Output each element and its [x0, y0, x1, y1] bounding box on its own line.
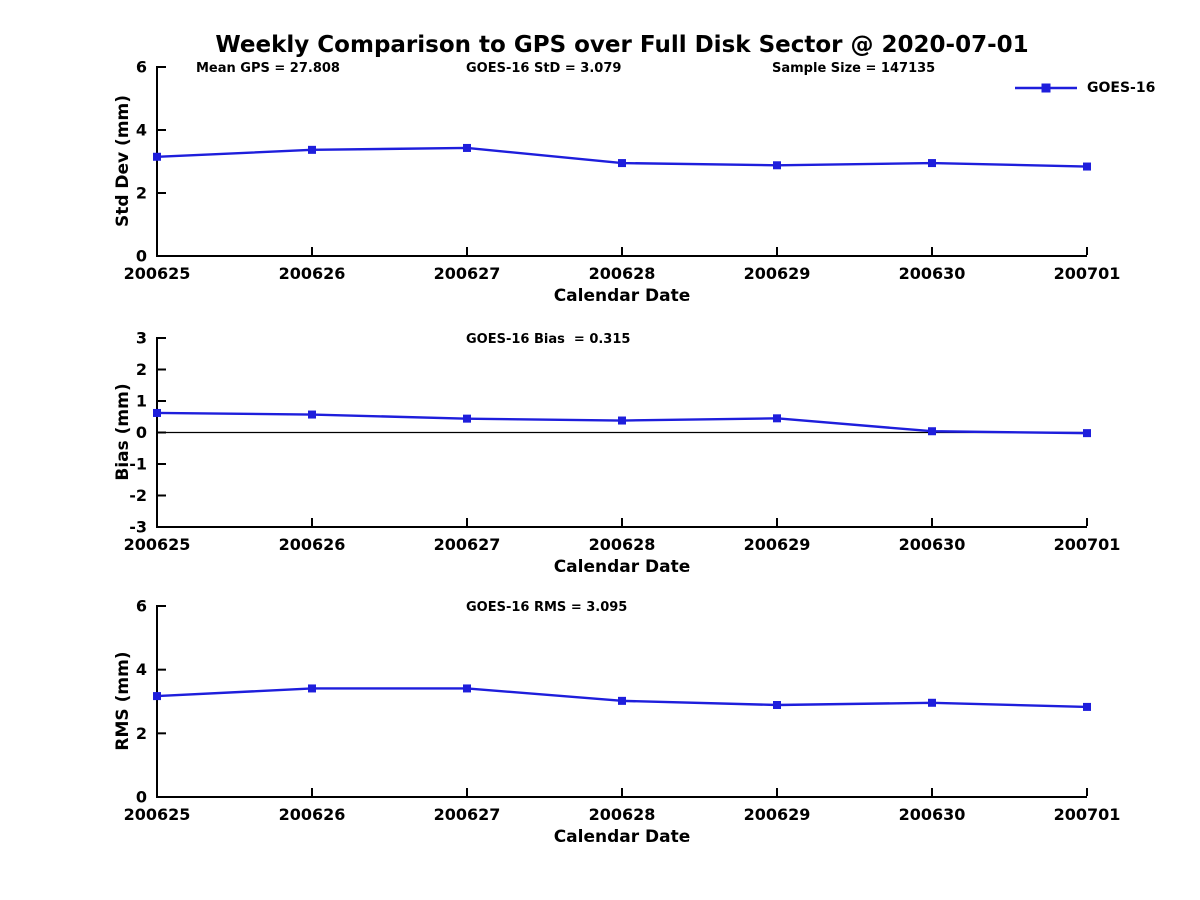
x-tick-label: 200701	[1054, 535, 1121, 554]
data-point-marker	[928, 427, 936, 436]
chart-bias: -3 -2 -1 0 1 2 3 200625 200626 200627 200628 200629…	[124, 329, 1121, 555]
annotation-goes16-bias: GOES-16 Bias = 0.315	[466, 332, 631, 347]
x-tick-label: 200627	[434, 264, 501, 283]
legend-marker	[1041, 83, 1051, 93]
data-point-marker	[463, 684, 471, 693]
chart-std-dev: 0 2 4 6 200625 200626 200627 200628 200629 200630…	[124, 58, 1121, 284]
legend-line-marker-icon	[1015, 83, 1077, 93]
x-tick-label: 200701	[1054, 805, 1121, 824]
axis-spines	[156, 66, 1087, 257]
x-tick-label: 200625	[124, 535, 191, 554]
data-point-marker	[308, 684, 316, 693]
x-tick-label: 200627	[434, 535, 501, 554]
y-tick-label: 0	[136, 788, 147, 807]
data-point-marker	[463, 414, 471, 423]
data-point-marker	[153, 692, 161, 701]
x-tick-label: 200630	[899, 264, 966, 283]
y-tick-label: 4	[136, 121, 147, 140]
chart-rms: 0 2 4 6 200625 200626 200627 200628 200629 200630…	[124, 597, 1121, 825]
annotation-goes16-std: GOES-16 StD = 3.079	[466, 61, 622, 76]
x-axis-label-3: Calendar Date	[553, 827, 691, 847]
data-point-marker	[1083, 702, 1091, 711]
x-tick-label: 200626	[279, 264, 346, 283]
x-tick-label: 200628	[589, 264, 656, 283]
y-tick-label: -1	[129, 455, 147, 474]
x-tick-label: 200701	[1054, 264, 1121, 283]
chart-title: Weekly Comparison to GPS over Full Disk …	[215, 32, 1029, 58]
x-tick-label: 200626	[279, 805, 346, 824]
axis-spines	[156, 605, 1087, 798]
data-point-marker	[773, 161, 781, 170]
data-point-marker	[928, 698, 936, 707]
x-tick-label: 200627	[434, 805, 501, 824]
data-point-marker	[618, 416, 626, 425]
x-tick-label: 200630	[899, 535, 966, 554]
x-tick-label: 200629	[744, 805, 811, 824]
y-tick-label: 2	[136, 184, 147, 203]
x-axis-label-1: Calendar Date	[553, 286, 691, 306]
data-point-marker	[773, 414, 781, 423]
annotation-mean-gps: Mean GPS = 27.808	[196, 61, 340, 76]
x-tick-label: 200630	[899, 805, 966, 824]
y-tick-label: 0	[136, 423, 147, 442]
annotation-sample-size: Sample Size = 147135	[772, 61, 936, 76]
y-tick-label: 1	[136, 392, 147, 411]
y-tick-label: 6	[136, 58, 147, 77]
y-axis-label-std-dev: Std Dev (mm)	[113, 94, 133, 228]
y-tick-label: 2	[136, 724, 147, 743]
y-axis-label-rms: RMS (mm)	[113, 651, 133, 751]
data-point-marker	[308, 410, 316, 419]
data-point-marker	[153, 152, 161, 161]
y-tick-label: 2	[136, 360, 147, 379]
data-point-marker	[773, 701, 781, 710]
x-tick-label: 200629	[744, 264, 811, 283]
y-tick-label: -3	[129, 518, 147, 537]
y-tick-label: -2	[129, 486, 147, 505]
data-point-marker	[618, 696, 626, 705]
legend: GOES-16	[1014, 80, 1155, 96]
x-tick-label: 200625	[124, 264, 191, 283]
y-tick-label: 0	[136, 247, 147, 266]
x-tick-label: 200628	[589, 535, 656, 554]
x-tick-label: 200626	[279, 535, 346, 554]
x-tick-label: 200625	[124, 805, 191, 824]
data-point-marker	[618, 159, 626, 168]
data-point-marker	[153, 408, 161, 417]
data-point-marker	[463, 143, 471, 152]
x-tick-label: 200629	[744, 535, 811, 554]
y-tick-label: 4	[136, 660, 147, 679]
y-tick-label: 6	[136, 597, 147, 616]
data-point-marker	[1083, 162, 1091, 171]
data-point-marker	[928, 159, 936, 168]
axis-spines	[156, 337, 1087, 528]
annotation-goes16-rms: GOES-16 RMS = 3.095	[466, 600, 628, 615]
data-point-marker	[1083, 429, 1091, 438]
legend-label: GOES-16	[1087, 80, 1156, 96]
x-axis-label-2: Calendar Date	[553, 557, 691, 577]
data-point-marker	[308, 145, 316, 154]
x-tick-label: 200628	[589, 805, 656, 824]
y-tick-label: 3	[136, 329, 147, 348]
y-axis-label-bias: Bias (mm)	[113, 383, 133, 481]
